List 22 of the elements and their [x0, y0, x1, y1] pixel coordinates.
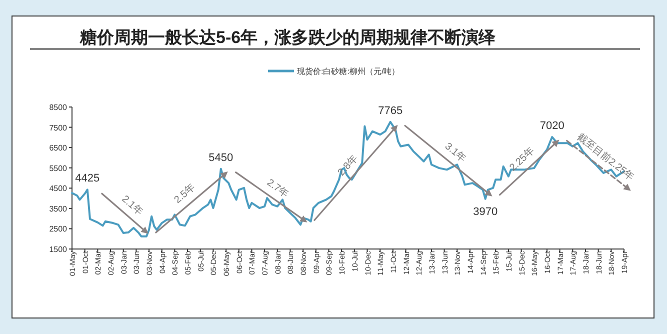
line-series [71, 120, 625, 238]
annotation: 4425 [75, 172, 100, 185]
y-tick-label: 3500 [49, 204, 68, 214]
legend-label: 现货价:白砂糖:柳州（元/吨） [297, 67, 400, 76]
y-tick-label: 1500 [49, 245, 68, 254]
y-tick-label: 6500 [49, 144, 68, 153]
y-tick-label: 2500 [49, 224, 68, 234]
annotation: 3970 [473, 206, 498, 218]
annotation: 2.8年 [335, 152, 360, 178]
chart-title: 糖价周期一般长达5-6年，涨多跌少的周期规律不断演绎 [79, 28, 497, 47]
annotation: 2.7年 [264, 176, 292, 200]
annotation: 截至目前2.25年 [574, 130, 637, 184]
annotation: 7765 [378, 104, 403, 117]
annotation: 3.1年 [442, 140, 469, 165]
y-tick-label: 5500 [49, 164, 68, 173]
annotation: 2.5年 [172, 181, 198, 206]
annotation: 7020 [540, 120, 564, 132]
y-tick-label: 4500 [49, 184, 68, 194]
y-tick-label: 7500 [49, 123, 68, 132]
annotation: 2.1年 [119, 193, 146, 218]
y-tick-label: 8500 [49, 103, 68, 112]
annotation: 5450 [208, 152, 234, 164]
